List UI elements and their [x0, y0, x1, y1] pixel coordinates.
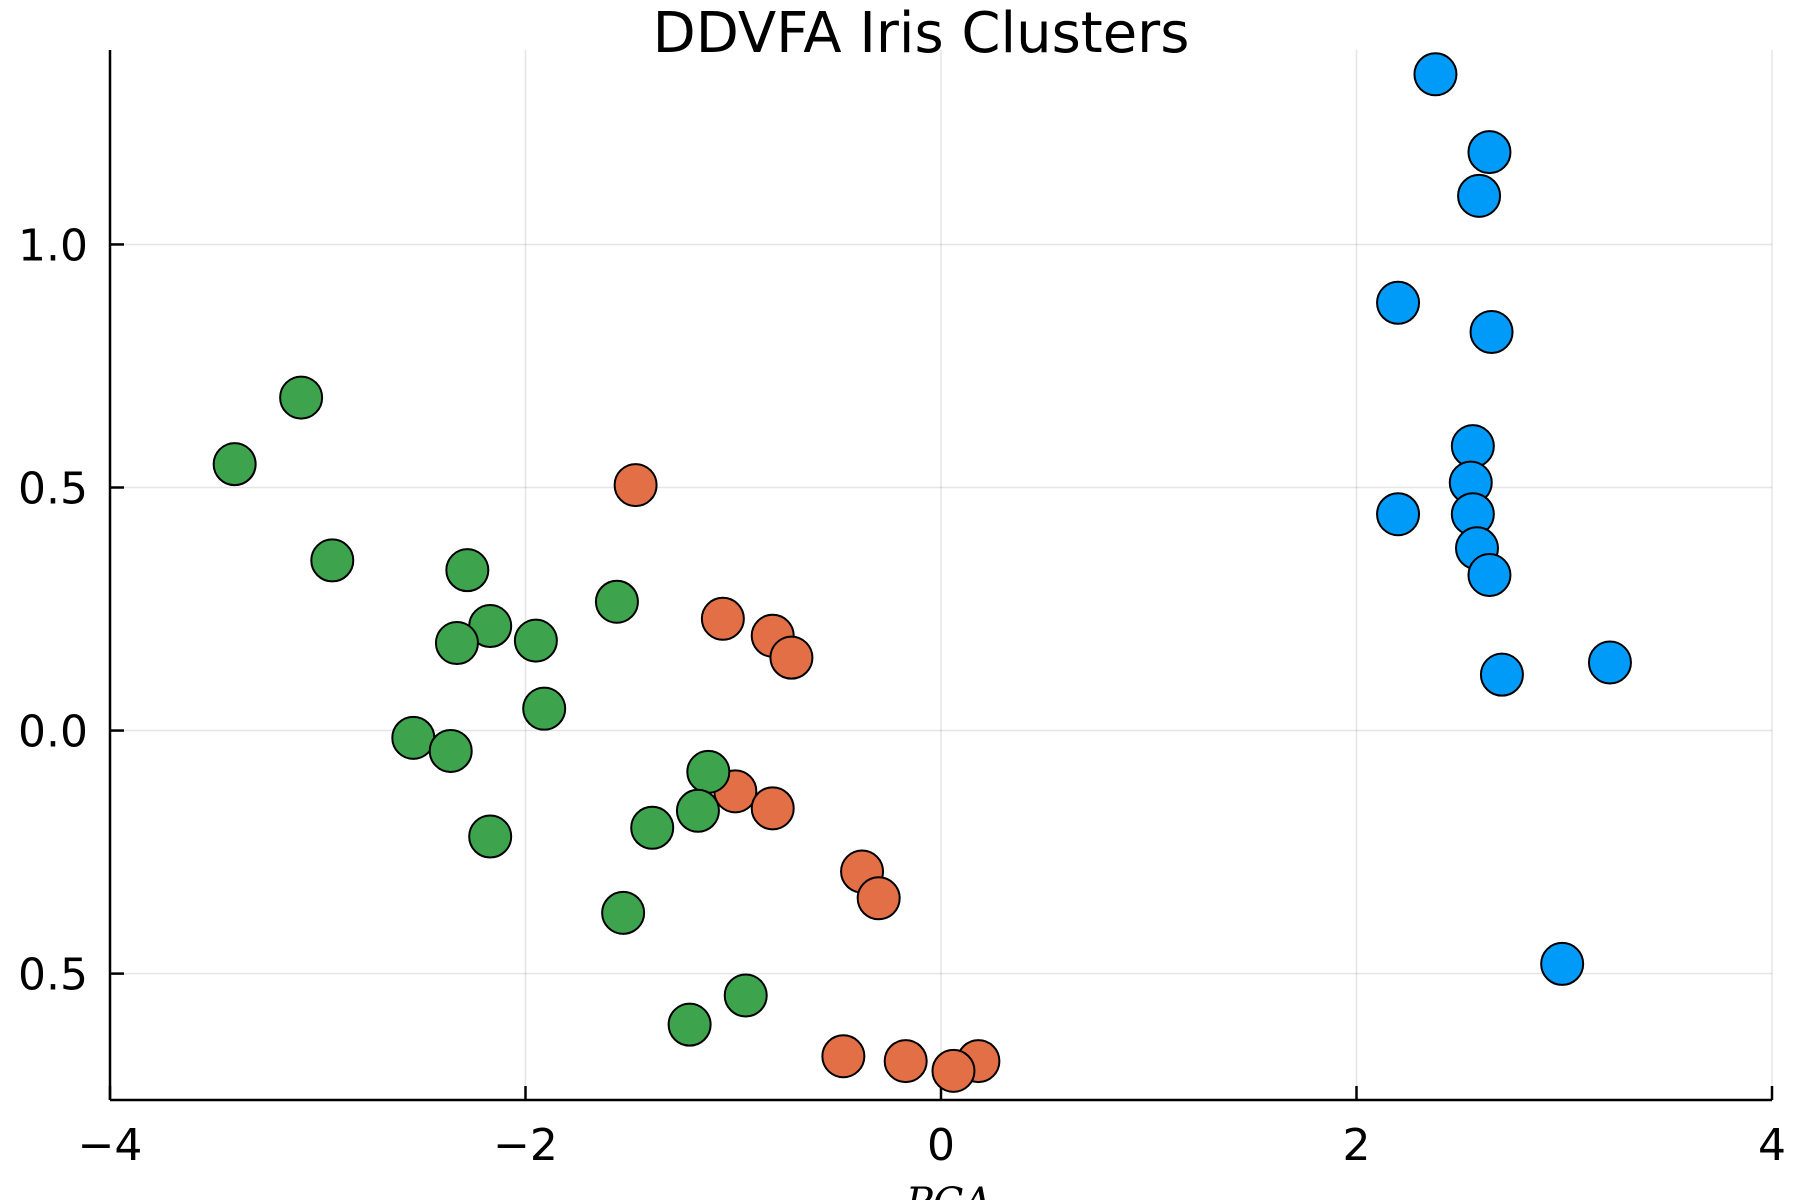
cluster-3-point — [513, 618, 558, 663]
cluster-2-point — [883, 1039, 928, 1084]
cluster-3-point — [279, 375, 324, 420]
cluster-3-point — [445, 548, 490, 593]
cluster-3-point — [630, 805, 675, 850]
x-tick-label: 0 — [927, 1120, 955, 1171]
cluster-2-point — [821, 1034, 866, 1079]
cluster-3-point — [601, 890, 646, 935]
x-tick-label: −2 — [493, 1120, 558, 1171]
grid-lines — [109, 50, 1773, 1100]
cluster-1-point — [1479, 652, 1524, 697]
cluster-1-point — [1376, 492, 1421, 537]
y-tick-label: 1.0 — [18, 220, 88, 271]
x-tick-label: 2 — [1343, 1120, 1371, 1171]
cluster-1-point — [1413, 52, 1458, 97]
cluster-2-point — [700, 596, 745, 641]
cluster-1-point — [1467, 130, 1512, 175]
cluster-2-point — [856, 876, 901, 921]
chart-title: DDVFA Iris Clusters — [653, 1, 1190, 66]
y-tick-label: 0.5 — [18, 950, 88, 1001]
cluster-3-point — [594, 579, 639, 624]
cluster-2-point — [769, 635, 814, 680]
x-tick-label: −4 — [78, 1120, 143, 1171]
cluster-3-point — [723, 973, 768, 1018]
cluster-2-point — [750, 786, 795, 831]
cluster-3-point — [686, 749, 731, 794]
cluster-1-point — [1469, 309, 1514, 354]
cluster-1-point — [1467, 553, 1512, 597]
cluster-3-point — [391, 715, 436, 760]
cluster-1-point — [1540, 941, 1585, 986]
x-axis-label: PCA — [905, 1180, 992, 1200]
y-tick-label: 0.5 — [18, 464, 88, 515]
cluster-3-point — [428, 728, 473, 773]
cluster-2-point — [613, 463, 658, 508]
x-tick-label: 4 — [1758, 1120, 1786, 1171]
data-points — [212, 52, 1632, 1093]
cluster-1-point — [1587, 640, 1632, 685]
cluster-3-point — [434, 621, 479, 666]
cluster-3-point — [212, 442, 257, 487]
cluster-1-point — [1457, 173, 1502, 218]
cluster-2-point — [931, 1048, 976, 1093]
axis-ticks: −4 −2 0 2 4 0.5 0.0 0.5 1.0 — [18, 220, 1786, 1171]
cluster-3-point — [675, 788, 720, 833]
cluster-3-point — [310, 538, 355, 583]
cluster-1-point — [1376, 280, 1421, 325]
cluster-3-point — [667, 1002, 712, 1047]
cluster-3-point — [522, 686, 567, 731]
cluster-3-point — [468, 814, 513, 859]
y-tick-label: 0.0 — [18, 707, 88, 758]
